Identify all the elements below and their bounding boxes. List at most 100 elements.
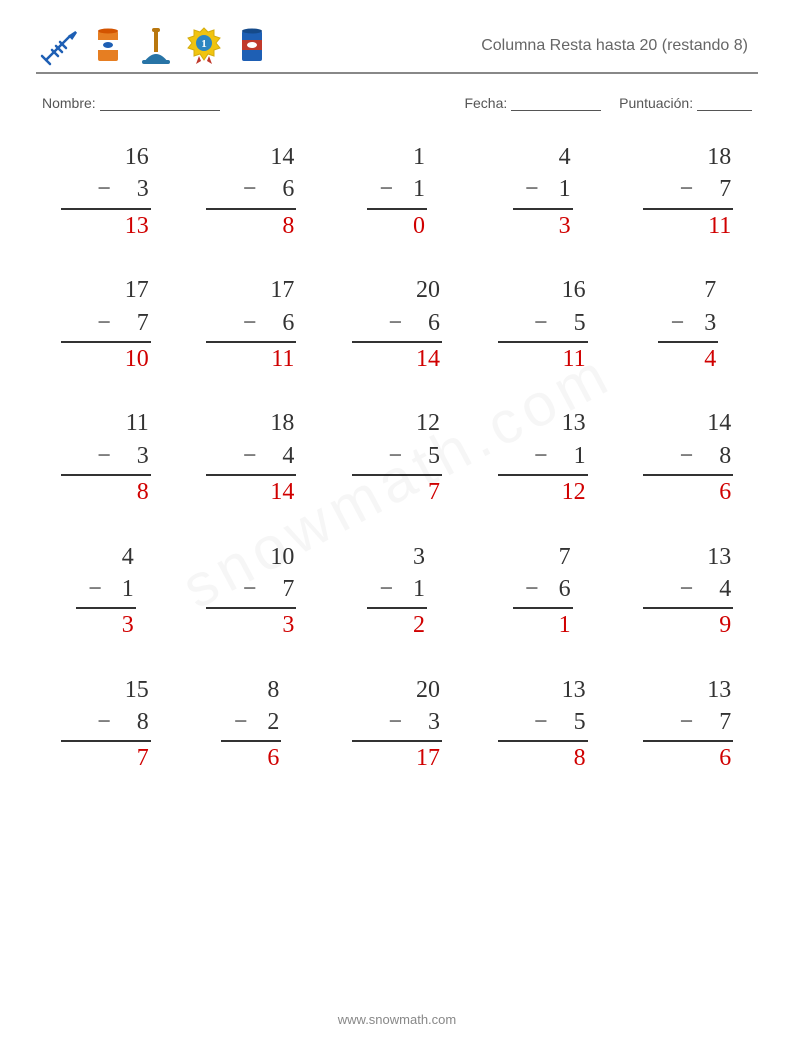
minuend: 10 bbox=[234, 541, 296, 573]
subtrahend-row: −8 bbox=[643, 440, 733, 476]
answer: 17 bbox=[380, 742, 442, 774]
svg-text:1: 1 bbox=[201, 38, 207, 50]
worksheet-title: Columna Resta hasta 20 (restando 8) bbox=[481, 37, 754, 55]
minus-sign: − bbox=[243, 307, 257, 339]
answer: 7 bbox=[380, 476, 442, 508]
medal-icon: 1 bbox=[184, 26, 224, 66]
problem: 7−34 bbox=[658, 274, 718, 375]
fields-left: Nombre: bbox=[42, 94, 220, 111]
minus-sign: − bbox=[534, 440, 548, 472]
subtrahend: 6 bbox=[410, 307, 442, 339]
subtrahend-row: −4 bbox=[643, 573, 733, 609]
problem: 7−61 bbox=[513, 541, 573, 642]
minuend: 14 bbox=[234, 141, 296, 173]
subtrahend: 1 bbox=[395, 173, 427, 205]
minus-sign: − bbox=[534, 706, 548, 738]
subtrahend: 3 bbox=[686, 307, 718, 339]
minus-sign: − bbox=[388, 307, 402, 339]
minus-sign: − bbox=[534, 307, 548, 339]
answer: 10 bbox=[89, 343, 151, 375]
name-field: Nombre: bbox=[42, 94, 220, 111]
problem: 20−614 bbox=[352, 274, 442, 375]
problem: 4−13 bbox=[513, 141, 573, 242]
fish-bones-icon bbox=[40, 26, 80, 66]
subtrahend: 8 bbox=[119, 706, 151, 738]
answer: 8 bbox=[526, 742, 588, 774]
minus-sign: − bbox=[379, 173, 393, 205]
subtrahend: 5 bbox=[410, 440, 442, 472]
score-field: Puntuación: bbox=[619, 94, 752, 111]
minuend: 17 bbox=[89, 274, 151, 306]
answer: 3 bbox=[94, 609, 136, 641]
answer: 13 bbox=[89, 210, 151, 242]
minuend: 4 bbox=[94, 541, 136, 573]
subtrahend: 3 bbox=[119, 173, 151, 205]
subtrahend: 1 bbox=[104, 573, 136, 605]
problem: 18−711 bbox=[643, 141, 733, 242]
minus-sign: − bbox=[680, 573, 694, 605]
minus-sign: − bbox=[680, 173, 694, 205]
subtrahend-row: −7 bbox=[206, 573, 296, 609]
subtrahend-row: −6 bbox=[206, 173, 296, 209]
subtrahend-row: −7 bbox=[643, 706, 733, 742]
problem: 3−12 bbox=[367, 541, 427, 642]
subtrahend: 6 bbox=[264, 307, 296, 339]
problem: 16−313 bbox=[61, 141, 151, 242]
minuend: 18 bbox=[671, 141, 733, 173]
answer: 4 bbox=[676, 343, 718, 375]
fields-row: Nombre: Fecha: Puntuación: bbox=[36, 94, 758, 111]
subtrahend-row: −4 bbox=[206, 440, 296, 476]
minus-sign: − bbox=[88, 573, 102, 605]
minuend: 16 bbox=[89, 141, 151, 173]
minus-sign: − bbox=[97, 440, 111, 472]
subtrahend-row: −3 bbox=[658, 307, 718, 343]
subtrahend: 5 bbox=[556, 706, 588, 738]
can-orange-icon bbox=[88, 26, 128, 66]
subtrahend-row: −1 bbox=[498, 440, 588, 476]
minus-sign: − bbox=[379, 573, 393, 605]
subtrahend: 7 bbox=[701, 173, 733, 205]
answer: 12 bbox=[526, 476, 588, 508]
problem: 13−112 bbox=[498, 407, 588, 508]
date-field: Fecha: bbox=[464, 94, 601, 111]
subtrahend-row: −6 bbox=[206, 307, 296, 343]
minus-sign: − bbox=[97, 307, 111, 339]
subtrahend-row: −5 bbox=[498, 706, 588, 742]
worksheet-page: snowmath.com bbox=[0, 0, 794, 1053]
subtrahend-row: −6 bbox=[352, 307, 442, 343]
minuend: 17 bbox=[234, 274, 296, 306]
minuend: 13 bbox=[671, 674, 733, 706]
problem: 13−49 bbox=[643, 541, 733, 642]
answer: 6 bbox=[671, 742, 733, 774]
problem: 10−73 bbox=[206, 541, 296, 642]
minus-sign: − bbox=[243, 440, 257, 472]
minus-sign: − bbox=[680, 706, 694, 738]
subtrahend: 7 bbox=[264, 573, 296, 605]
minuend: 20 bbox=[380, 274, 442, 306]
minuend: 4 bbox=[531, 141, 573, 173]
problem: 11−38 bbox=[61, 407, 151, 508]
minuend: 18 bbox=[234, 407, 296, 439]
header: 1 Columna Resta hasta 20 (restando 8) bbox=[36, 24, 758, 70]
answer: 6 bbox=[239, 742, 281, 774]
minus-sign: − bbox=[243, 173, 257, 205]
minuend: 16 bbox=[526, 274, 588, 306]
minus-sign: − bbox=[671, 307, 685, 339]
minuend: 12 bbox=[380, 407, 442, 439]
problem: 17−710 bbox=[61, 274, 151, 375]
minus-sign: − bbox=[234, 706, 248, 738]
answer: 8 bbox=[234, 210, 296, 242]
minus-sign: − bbox=[97, 706, 111, 738]
answer: 11 bbox=[234, 343, 296, 375]
problem: 13−76 bbox=[643, 674, 733, 775]
score-label: Puntuación: bbox=[619, 95, 693, 111]
answer: 14 bbox=[380, 343, 442, 375]
minuend: 7 bbox=[676, 274, 718, 306]
answer: 9 bbox=[671, 609, 733, 641]
minuend: 11 bbox=[89, 407, 151, 439]
answer: 0 bbox=[385, 210, 427, 242]
subtrahend: 3 bbox=[119, 440, 151, 472]
subtrahend-row: −5 bbox=[498, 307, 588, 343]
answer: 3 bbox=[234, 609, 296, 641]
minuend: 13 bbox=[526, 407, 588, 439]
